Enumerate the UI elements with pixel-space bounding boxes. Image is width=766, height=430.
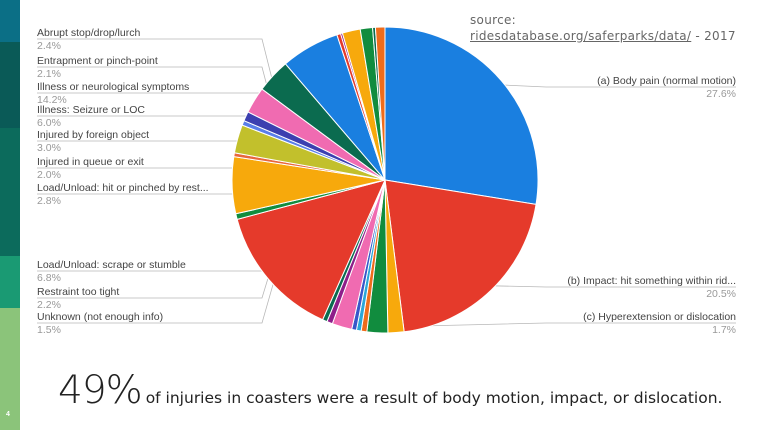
slice-label-16: Injured in queue or exit	[37, 156, 144, 168]
caption: 49% of injuries in coasters were a result…	[58, 368, 722, 413]
label-line-0	[496, 84, 736, 88]
pie-slices	[231, 26, 539, 334]
slice-value-8: 2.4%	[37, 40, 61, 52]
slice-label-14: Injured by foreign object	[37, 129, 149, 141]
source-label: source:	[470, 13, 516, 27]
slice-value-18: 6.8%	[37, 272, 61, 284]
slice-label-17: Load/Unload: hit or pinched by rest...	[37, 182, 209, 194]
slice-value-14: 3.0%	[37, 142, 61, 154]
slice-value-21: 1.5%	[37, 324, 61, 336]
side-band-1	[0, 0, 20, 42]
slice-label-12: Illness: Seizure or LOC	[37, 104, 145, 116]
slice-value-2: 1.7%	[712, 324, 736, 336]
pie-slice-10	[236, 179, 386, 321]
slice-label-10: Illness or neurological symptoms	[37, 81, 189, 93]
slice-label-20: Restraint too tight	[37, 286, 119, 298]
label-line-2	[395, 322, 736, 327]
slice-label-8: Abrupt stop/drop/lurch	[37, 27, 140, 39]
slice-value-0: 27.6%	[706, 88, 736, 100]
label-line-1	[487, 285, 736, 288]
source-note: source: ridesdatabase.org/saferparks/dat…	[470, 12, 736, 44]
caption-percent: 49%	[58, 368, 143, 413]
slice-value-17: 2.8%	[37, 195, 61, 207]
slice-label-21: Unknown (not enough info)	[37, 311, 163, 323]
labels: (a) Body pain (normal motion)27.6% (b) Im…	[37, 27, 736, 336]
slice-label-9: Entrapment or pinch-point	[37, 55, 158, 67]
side-band-2	[0, 42, 20, 128]
slice-value-20: 2.2%	[37, 299, 61, 311]
slice-value-9: 2.1%	[37, 68, 61, 80]
slice-value-10: 14.2%	[37, 94, 67, 106]
pie-slice-0	[384, 26, 539, 205]
slice-label-18: Load/Unload: scrape or stumble	[37, 259, 186, 271]
slice-value-16: 2.0%	[37, 169, 61, 181]
slice-label-0: (a) Body pain (normal motion)	[597, 75, 736, 87]
slice-label-1: (b) Impact: hit something within rid...	[567, 275, 736, 287]
side-band-4	[0, 256, 20, 308]
side-band-3	[0, 128, 20, 256]
side-band-5	[0, 308, 20, 430]
pie-slice-1	[384, 179, 537, 333]
label-line-12	[37, 115, 263, 186]
source-suffix: - 2017	[691, 29, 736, 43]
label-line-17	[37, 103, 263, 195]
slide-number: 4	[6, 411, 10, 418]
slice-value-12: 6.0%	[37, 117, 61, 129]
slice-label-2: (c) Hyperextension or dislocation	[583, 311, 736, 323]
slice-value-1: 20.5%	[706, 288, 736, 300]
pie-slice-25	[374, 26, 386, 181]
caption-text: of injuries in coasters were a result of…	[145, 389, 723, 407]
source-link[interactable]: ridesdatabase.org/saferparks/data/	[470, 29, 692, 43]
